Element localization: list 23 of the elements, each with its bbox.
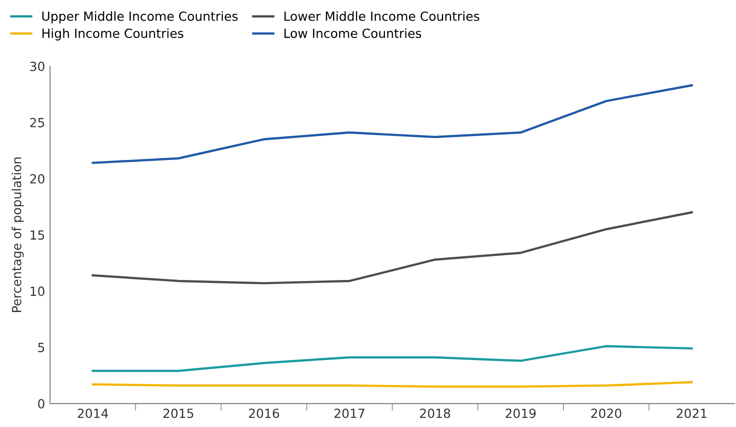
x-tick-label: 2015 [163,408,194,418]
legend-label: Low Income Countries [284,28,422,38]
legend-label: Lower Middle Income Countries [284,11,480,21]
line-series [92,84,693,164]
x-tick-label: 2017 [334,408,364,418]
y-tick-label: 0 [38,398,44,408]
x-tick-label: 2019 [506,408,536,418]
y-axis-title: Percentage of population [12,158,24,312]
legend-label: High Income Countries [42,28,184,40]
legend-label: Upper Middle Income Countries [42,11,238,24]
y-tick-label: 15 [30,230,44,240]
line-series [92,211,693,284]
y-tick-label: 10 [30,286,44,296]
y-tick-label: 20 [30,174,44,184]
y-tick-label: 25 [30,118,44,128]
y-tick-label: 5 [38,342,44,352]
x-tick-label: 2018 [420,408,450,418]
y-tick-label: 30 [30,62,44,72]
x-tick-label: 2021 [676,408,706,418]
x-tick-label: 2020 [591,408,622,418]
x-tick-label: 2014 [78,408,108,418]
line-series [92,345,693,372]
x-tick-label: 2016 [248,408,280,418]
